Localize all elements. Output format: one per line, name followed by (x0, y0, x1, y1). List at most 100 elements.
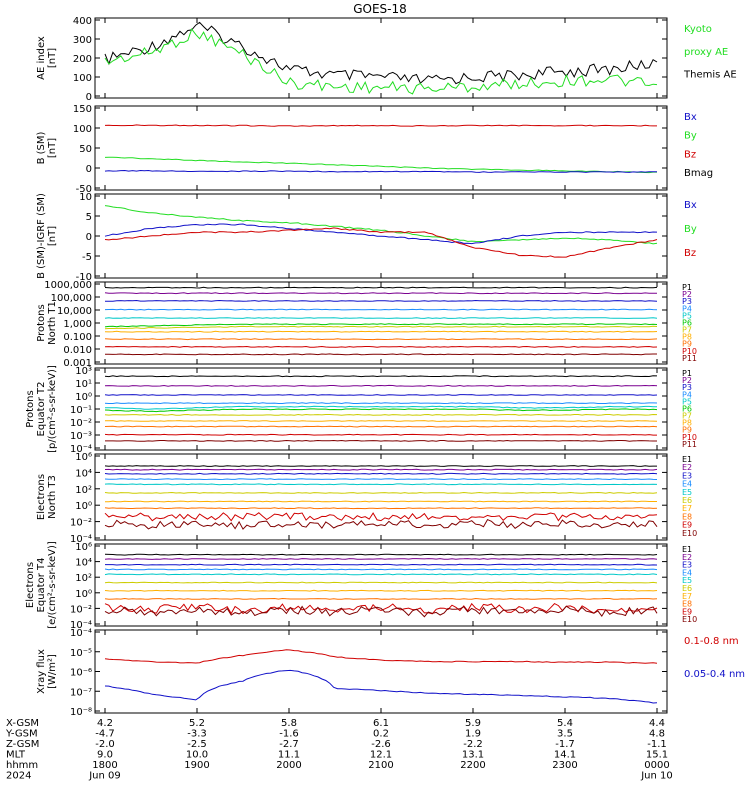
legend-entry: E7 (682, 592, 692, 601)
legend-entry: Bx (684, 200, 697, 211)
series-line-e10 (104, 605, 658, 618)
series-line-e5 (104, 483, 658, 486)
y-tick-label: 10⁰ (75, 589, 92, 600)
y-tick-label: 100,000 (51, 293, 92, 304)
legend-entry: P2 (682, 290, 692, 299)
y-axis-label: [W/m²] (47, 654, 58, 689)
legend-entry: P7 (682, 412, 692, 421)
y-tick-label: 0 (86, 164, 92, 175)
series-line-p5 (104, 317, 658, 319)
ephemeris-value: 3.5 (557, 729, 573, 740)
panel-xray: 10⁻⁴ 10⁻⁵ 10⁻⁶ 10⁻⁷ 10⁻⁸ Xray flux [W/m²] 0.1-0… (36, 628, 745, 718)
y-axis-label: [nT] (47, 226, 58, 246)
y-axis-label: Xray flux (36, 649, 47, 694)
y-tick-label: 100 (73, 73, 92, 84)
series-line-themis-ae (104, 21, 658, 85)
ephemeris-value: 15.1 (646, 750, 668, 761)
series-line-p1 (104, 286, 658, 289)
legend-entry: P5 (682, 397, 692, 406)
ephemeris-value: 13.1 (462, 750, 484, 761)
series-line-e5 (104, 573, 658, 576)
series-line-e7 (104, 589, 658, 592)
y-tick-label: 10⁴ (75, 558, 92, 569)
series-line-e8 (104, 597, 658, 600)
series-line-0-1-0-8-nm (104, 649, 658, 664)
y-tick-label: 10¹ (75, 379, 92, 390)
y-axis-label: Electrons (36, 474, 47, 520)
panel-frame (94, 17, 668, 99)
y-tick-label: 10 (79, 192, 92, 203)
series-line-e2 (104, 558, 658, 560)
legend-entry: P1 (682, 283, 692, 292)
ephemeris-value: 14.1 (554, 750, 576, 761)
series-line-e6 (104, 581, 658, 584)
legend-entry: E10 (682, 529, 697, 538)
legend-entry: P3 (682, 297, 692, 306)
legend-entry: E1 (682, 455, 692, 464)
panel-bigrf: 10 5 0 -5 -10 B (SM)-IGRF (SM) [nT] Bx By Bz (36, 192, 697, 283)
series-line-kyoto-proxy-ae (104, 28, 658, 95)
ephemeris-value: 11.1 (278, 750, 300, 761)
ephemeris-value: 6.1 (373, 718, 389, 729)
series-line-e3 (105, 563, 658, 566)
y-axis-label: Protons (25, 390, 36, 427)
legend-entry: P8 (682, 333, 692, 342)
y-tick-label: 10⁻⁴ (70, 444, 92, 455)
ephemeris-value: 9.0 (97, 750, 113, 761)
legend-entry: E5 (682, 488, 692, 497)
series-group (104, 21, 658, 95)
y-tick-label: 400 (73, 16, 92, 27)
y-axis-label: [nT] (47, 48, 58, 68)
series-line-e7 (105, 500, 657, 503)
series-line-p10 (104, 345, 658, 348)
y-tick-label: 10⁻⁴ (70, 620, 92, 631)
y-tick-label: 0 (86, 232, 92, 243)
legend-entry: E5 (682, 576, 692, 585)
series-line-p7 (104, 413, 658, 416)
ephemeris-value: -2.7 (279, 739, 299, 750)
y-tick-label: 10⁻¹ (70, 405, 92, 416)
y-axis-label: AE index (36, 36, 47, 80)
series-line-e2 (104, 468, 658, 471)
legend-entry: E1 (682, 545, 692, 554)
ephemeris-value: 2300 (552, 760, 577, 771)
ephemeris-value: 4.2 (97, 718, 113, 729)
y-tick-label: 10⁻⁷ (70, 687, 92, 698)
y-axis-label: Equator T2 (36, 382, 47, 437)
series-line-e8 (104, 507, 658, 510)
y-tick-label: 1,000 (63, 319, 92, 330)
series-line-e10 (104, 518, 658, 530)
ephemeris-value: -2.2 (463, 739, 483, 750)
series-line-p11 (105, 353, 657, 356)
legend-entry: E3 (682, 471, 692, 480)
y-tick-label: 10⁻² (70, 418, 92, 429)
panel-ae: 400 300 200 100 0 AE index [nT] Kyoto proxy AE Th… (36, 16, 737, 103)
series-line-p2 (104, 292, 657, 295)
ephemeris-row-label: MLT (6, 750, 26, 761)
ephemeris-value: -4.7 (95, 729, 115, 740)
series-line-p1 (104, 375, 658, 378)
ephemeris-row-label: X-GSM (6, 718, 39, 729)
series-line-p3 (105, 299, 658, 302)
series-line-e4 (104, 478, 658, 481)
legend-entry: By (684, 224, 697, 235)
series-line-p8 (105, 420, 658, 422)
ephemeris-value: -3.3 (187, 729, 207, 740)
ephemeris-value: -2.0 (95, 739, 115, 750)
series-line-by (104, 156, 657, 174)
ephemeris-value: Jun 10 (640, 771, 673, 782)
y-axis-label: B (SM) (36, 131, 47, 164)
ephemeris-value: 5.2 (189, 718, 205, 729)
panel-frame (94, 543, 668, 627)
legend-entry: P3 (682, 383, 692, 392)
ephemeris-value: -2.6 (371, 739, 391, 750)
legend-entry: Bx (684, 112, 697, 123)
y-tick-label: 10⁶ (75, 542, 92, 553)
ephemeris-value: 5.4 (557, 718, 573, 729)
ephemeris-value: 0000 (644, 760, 669, 771)
series-line-p9 (104, 425, 658, 428)
legend-entry: P6 (682, 404, 692, 413)
y-tick-label: 10⁻⁴ (70, 628, 92, 639)
y-tick-label: -5 (82, 252, 92, 263)
